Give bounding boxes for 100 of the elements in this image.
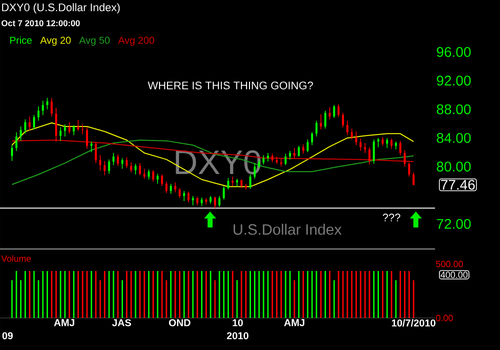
chart-title: DXY0 (U.S.Dollar Index): [2, 3, 120, 14]
annotation: 77.46: [441, 180, 475, 190]
candlestick: [284, 153, 287, 166]
candlestick: [55, 107, 58, 142]
text: Price: [10, 36, 32, 44]
x-tick-label: OND: [168, 319, 190, 326]
y-tick-label: 96.00: [436, 47, 471, 57]
candlestick: [130, 162, 132, 173]
chart-title: Volume: [1, 255, 31, 262]
candlestick: [10, 144, 13, 162]
candlestick: [355, 131, 358, 146]
y-tick-label: 500.00: [436, 260, 463, 268]
candlestick: [249, 174, 252, 190]
candlestick: [116, 154, 119, 166]
candlestick: [298, 145, 300, 157]
candlestick: [50, 97, 53, 117]
candlestick: [72, 124, 75, 136]
annotation: ???: [382, 214, 400, 222]
candlestick: [148, 169, 150, 180]
candlestick: [104, 160, 106, 176]
chart-subtitle: Oct 7 2010 12:00:00: [2, 20, 80, 26]
candlestick: [320, 114, 322, 130]
candlestick: [99, 154, 102, 172]
candlestick: [266, 152, 269, 162]
candlestick: [399, 140, 402, 156]
candlestick: [372, 138, 375, 164]
candlestick: [232, 176, 234, 186]
candlestick: [77, 120, 80, 132]
candlestick: [342, 112, 344, 128]
candlestick: [46, 97, 48, 110]
candlestick: [338, 104, 340, 118]
candlestick: [328, 106, 331, 120]
candlestick: [311, 132, 314, 146]
candlestick: [64, 124, 66, 137]
candlestick: [90, 141, 92, 153]
candlestick: [156, 173, 159, 184]
candlestick: [315, 120, 318, 137]
candlestick: [24, 118, 26, 134]
candlestick: [108, 159, 110, 174]
candlestick: [161, 174, 164, 186]
candlestick: [68, 122, 70, 134]
annotation: U.S.Dollar Index: [234, 224, 342, 235]
candlestick: [368, 146, 370, 165]
text: Avg 20: [40, 36, 71, 46]
candlestick: [377, 138, 380, 148]
line-series: [11, 140, 414, 186]
y-tick-label: 80.00: [436, 162, 471, 172]
candlestick: [346, 120, 348, 136]
candlestick: [174, 182, 176, 193]
y-tick-label: 72.00: [436, 218, 471, 229]
candlestick: [218, 196, 220, 208]
candlestick: [364, 142, 366, 154]
candlestick: [60, 126, 62, 142]
candlestick: [404, 150, 406, 168]
candlestick: [262, 154, 265, 165]
candlestick: [94, 142, 97, 164]
candlestick: [412, 172, 415, 186]
candlestick: [138, 162, 141, 176]
candlestick: [20, 126, 22, 142]
x2-tick-label: 2010: [226, 332, 248, 340]
candlestick: [350, 128, 353, 140]
y-tick-label: 0.00: [436, 314, 453, 322]
x-tick-label: 10: [232, 319, 243, 326]
candlestick: [28, 116, 31, 132]
candlestick: [178, 188, 181, 199]
candlestick: [126, 156, 128, 168]
candlestick: [214, 196, 216, 209]
candlestick: [360, 138, 362, 152]
x-tick-label: AMJ: [284, 319, 304, 326]
candlestick: [121, 158, 124, 170]
candlestick: [86, 126, 88, 150]
candlestick: [33, 114, 36, 130]
y-tick-label: 92.00: [436, 76, 471, 86]
candlestick: [187, 191, 190, 203]
y-tick-label: 84.00: [436, 132, 471, 143]
line-series: [11, 122, 414, 188]
candlestick: [15, 132, 18, 152]
y-tick-label: 88.00: [436, 104, 471, 114]
candlestick: [306, 138, 309, 153]
candlestick: [112, 152, 114, 166]
candlestick: [37, 106, 40, 122]
candlestick: [42, 100, 44, 116]
candlestick: [227, 178, 230, 190]
candlestick: [386, 138, 388, 148]
candlestick: [183, 190, 186, 202]
candlestick: [222, 186, 225, 200]
text: 400.00: [440, 272, 468, 278]
candlestick: [170, 183, 172, 194]
annotation: WHERE IS THIS THING GOING?: [148, 82, 313, 90]
x-tick-label: JAS: [112, 319, 132, 326]
text: Avg 200: [118, 36, 154, 46]
candlestick: [408, 162, 410, 178]
candlestick: [324, 110, 326, 130]
candlestick: [333, 104, 336, 118]
candlestick: [302, 144, 304, 154]
candlestick: [152, 170, 154, 182]
candlestick: [134, 163, 137, 175]
x-tick-label: AMJ: [54, 319, 74, 326]
candlestick: [390, 138, 393, 150]
candlestick: [293, 148, 296, 158]
